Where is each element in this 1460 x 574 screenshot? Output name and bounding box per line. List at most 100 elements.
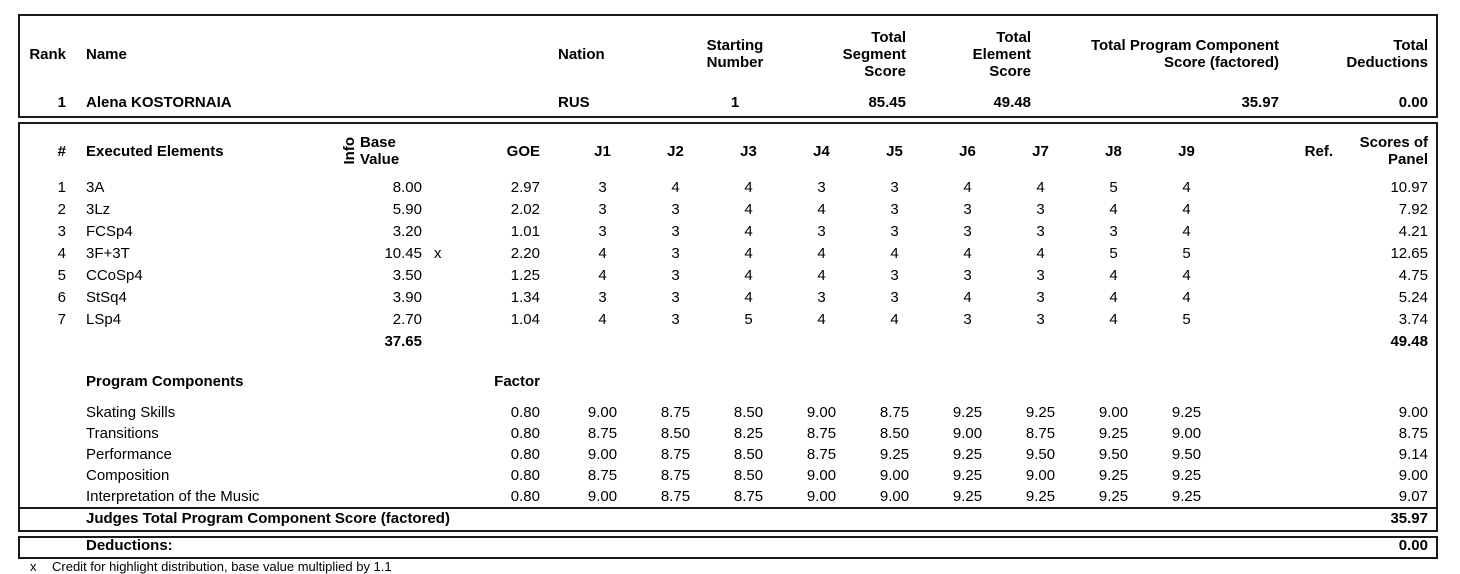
judge-score-j2: 4 — [671, 179, 680, 196]
component-judge-score-j1: 9.00 — [587, 446, 618, 463]
credit-marker — [422, 287, 458, 309]
judge-header-j9: J9 — [1178, 142, 1195, 160]
component-ref — [1223, 465, 1338, 486]
judge-score-j4: 3 — [817, 223, 826, 240]
component-factor: 0.80 — [510, 488, 540, 505]
element-panel-score: 12.65 — [1390, 245, 1428, 262]
element-base-value: 10.45 — [384, 245, 422, 262]
program-components-title: Program Components — [86, 373, 244, 390]
info-header: Info — [340, 137, 358, 165]
element-ref — [1223, 243, 1338, 265]
judge-score-j7: 3 — [1036, 223, 1045, 240]
total-element-score-value: 49.48 — [993, 94, 1031, 111]
judge-score-j3: 4 — [744, 267, 753, 284]
element-goe: 1.01 — [510, 223, 540, 240]
element-name: CCoSp4 — [86, 267, 143, 284]
component-ref — [1223, 402, 1338, 423]
component-factor: 0.80 — [510, 467, 540, 484]
judge-score-j7: 4 — [1036, 179, 1045, 196]
element-row: 7 LSp4 2.70 1.04 4 3 5 4 4 3 3 4 5 3.74 — [20, 309, 1436, 331]
judge-score-j8: 4 — [1109, 267, 1118, 284]
spacer — [1004, 331, 1077, 353]
component-judge-score-j8: 9.50 — [1098, 446, 1129, 463]
component-factor: 0.80 — [510, 446, 540, 463]
judges-total-pcs-row: Judges Total Program Component Score (fa… — [20, 507, 1436, 528]
component-spacer — [20, 402, 66, 423]
component-judge-score-j7: 9.25 — [1025, 404, 1056, 421]
component-judge-score-j3: 8.50 — [733, 446, 764, 463]
component-judge-score-j6: 9.25 — [952, 404, 983, 421]
element-row: 2 3Lz 5.90 2.02 3 3 4 4 3 3 3 4 4 7.92 — [20, 199, 1436, 221]
judge-score-j2: 3 — [671, 245, 680, 262]
component-ref — [1223, 423, 1338, 444]
judge-score-j3: 4 — [744, 201, 753, 218]
component-judge-score-j6: 9.25 — [952, 488, 983, 505]
element-ref — [1223, 265, 1338, 287]
component-judge-score-j5: 9.25 — [879, 446, 910, 463]
element-row: 4 3F+3T 10.45 x 2.20 4 3 4 4 4 4 4 5 5 12.65 — [20, 243, 1436, 265]
element-row: 5 CCoSp4 3.50 1.25 4 3 4 4 3 3 3 4 4 4.75 — [20, 265, 1436, 287]
component-judge-score-j6: 9.25 — [952, 467, 983, 484]
spacer — [1150, 331, 1223, 353]
component-factor: 0.80 — [510, 425, 540, 442]
judge-score-j1: 3 — [598, 201, 607, 218]
component-judge-score-j7: 9.25 — [1025, 488, 1056, 505]
elements-and-components-table: # Executed Elements Info Base Value GOE … — [18, 122, 1438, 532]
judge-header-j6: J6 — [959, 142, 976, 160]
component-judge-score-j6: 9.00 — [952, 425, 983, 442]
footnote: x Credit for highlight distribution, base… — [30, 559, 392, 574]
element-info — [338, 243, 360, 265]
component-judge-score-j7: 9.00 — [1025, 467, 1056, 484]
spacer — [858, 331, 931, 353]
judge-score-j1: 3 — [598, 289, 607, 306]
component-judge-score-j6: 9.25 — [952, 446, 983, 463]
element-number-header: # — [57, 142, 66, 160]
element-panel-score: 4.75 — [1398, 267, 1428, 284]
element-number: 7 — [57, 311, 66, 328]
judge-score-j2: 3 — [671, 289, 680, 306]
element-name: 3A — [86, 179, 105, 196]
judge-score-j2: 3 — [671, 267, 680, 284]
component-spacer — [20, 465, 66, 486]
element-base-value: 3.50 — [392, 267, 422, 284]
judge-score-j9: 4 — [1182, 201, 1191, 218]
judge-score-j9: 4 — [1182, 267, 1191, 284]
judge-header-j1: J1 — [594, 142, 611, 160]
element-goe: 2.97 — [510, 179, 540, 196]
element-row: 6 StSq4 3.90 1.34 3 3 4 3 3 4 3 4 4 5.24 — [20, 287, 1436, 309]
total-element-panel-score: 49.48 — [1390, 333, 1428, 350]
component-judge-score-j5: 8.75 — [879, 404, 910, 421]
component-judge-score-j9: 9.25 — [1171, 404, 1202, 421]
element-info — [338, 199, 360, 221]
component-judge-score-j9: 9.50 — [1171, 446, 1202, 463]
component-spacer — [20, 486, 66, 507]
starting-number-header: Starting Number — [706, 37, 764, 71]
element-base-value: 3.20 — [392, 223, 422, 240]
starting-number-value: 1 — [730, 94, 740, 111]
spacer — [458, 331, 566, 353]
judge-score-j8: 4 — [1109, 289, 1118, 306]
component-judge-score-j5: 9.00 — [879, 467, 910, 484]
deductions-table: Deductions: 0.00 — [18, 536, 1438, 559]
skater-summary-row: 1 Alena KOSTORNAIA RUS 1 85.45 49.48 35.… — [20, 94, 1436, 111]
element-goe: 2.20 — [510, 245, 540, 262]
element-ref — [1223, 221, 1338, 243]
judge-score-j5: 4 — [890, 245, 899, 262]
credit-marker — [422, 177, 458, 199]
judge-score-j8: 4 — [1109, 201, 1118, 218]
component-panel-score: 9.00 — [1398, 467, 1428, 484]
element-panel-score: 3.74 — [1398, 311, 1428, 328]
element-name: FCSp4 — [86, 223, 133, 240]
total-segment-score-value: 85.45 — [868, 94, 906, 111]
component-judge-score-j2: 8.75 — [660, 467, 691, 484]
judge-score-j5: 4 — [890, 311, 899, 328]
component-judge-score-j3: 8.75 — [733, 488, 764, 505]
goe-header: GOE — [506, 142, 540, 160]
judge-score-j3: 4 — [744, 245, 753, 262]
spacer — [20, 331, 66, 353]
judge-score-j7: 3 — [1036, 267, 1045, 284]
spacer — [20, 509, 66, 528]
component-panel-score: 9.00 — [1398, 404, 1428, 421]
component-name: Transitions — [86, 425, 159, 442]
component-judge-score-j4: 9.00 — [806, 488, 837, 505]
